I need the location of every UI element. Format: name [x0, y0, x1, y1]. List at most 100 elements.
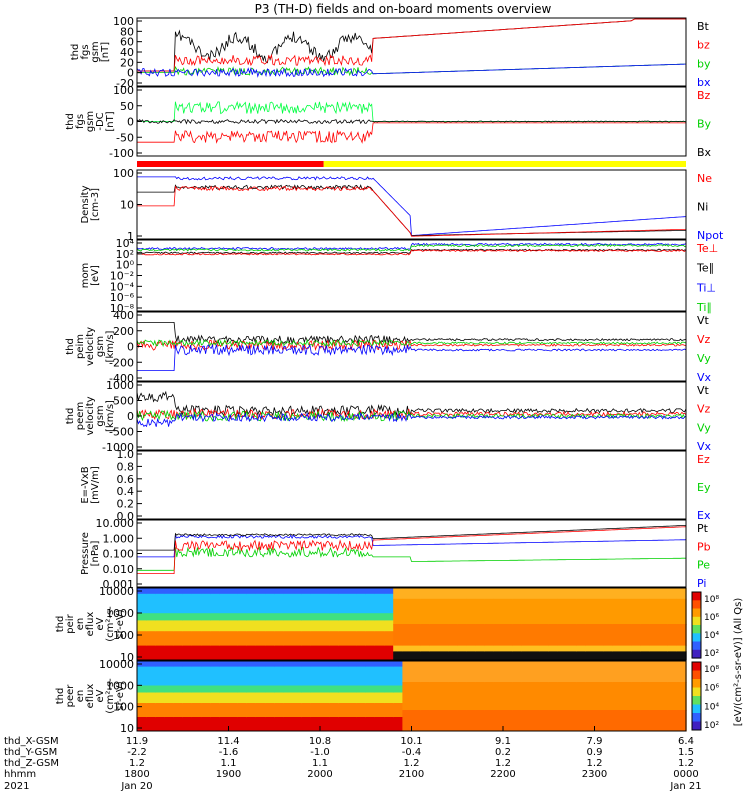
trace-fgs-gsm-1	[137, 18, 686, 72]
legend-peim-velocity-0: Vt	[697, 314, 710, 327]
ylabel-temperature: mom [eV]	[80, 263, 101, 289]
ylabel-line-pressure-0: Pressure	[80, 532, 91, 575]
xaxis-cell-6-date: Jan 21	[669, 781, 701, 792]
legend-density-2: Npot	[697, 229, 724, 242]
ytick-peir-spectrogram-1: 1000	[106, 607, 134, 620]
legend-fgs-gsm-dc-0: Bz	[697, 89, 711, 102]
colorbar-tick-1-3: 10²	[704, 721, 719, 731]
colorbar-tick-0-0: 10⁸	[704, 595, 719, 605]
ylabel-fgs-gsm-dc: thd fgs gsm -DC [nT]	[65, 111, 116, 132]
xaxis-cell-6-z: 1.2	[678, 758, 694, 769]
legend-density-1: Ni	[697, 201, 708, 214]
ytick-temperature-1: 10²	[116, 248, 134, 261]
ytick-vxb-0: 1.0	[117, 448, 135, 461]
ylabel-line-fgs-gsm-2: gsm	[90, 41, 101, 62]
ylabel-peim-velocity: thd peim velocity gsm [km/s]	[65, 327, 116, 366]
ylabel-line-peim-velocity-3: gsm	[95, 336, 106, 357]
ylabel-line-fgs-gsm-dc-4: [nT]	[105, 111, 116, 131]
ytick-peim-velocity-4: -400	[109, 372, 134, 385]
panel-fgs-gsm-dc: 100 50 0 -50 -100 thd fgs gsm -DC [nT] Bz By Bx	[65, 84, 712, 160]
panel-frame-peir-spectrogram	[136, 587, 687, 661]
legend-peim-velocity-3: Vx	[697, 371, 712, 384]
ytick-peim-velocity-1: 200	[113, 325, 134, 338]
legend-peem-velocity-3: Vx	[697, 440, 712, 453]
plot-title: P3 (TH-D) fields and on-board moments ov…	[255, 2, 552, 16]
trace-fgs-gsm-dc-2	[137, 122, 686, 144]
ytick-temperature-6: 10⁻⁸	[110, 302, 135, 315]
trace-temperature-0	[136, 242, 687, 251]
xaxis-cell-2-z: 1.1	[312, 758, 328, 769]
ytick-pressure-0: 10.000	[96, 517, 135, 530]
xaxis-cell-4-z: 1.2	[495, 758, 511, 769]
ylabel-line-peem-velocity-3: gsm	[95, 405, 106, 426]
ytick-peim-velocity-0: 400	[113, 309, 134, 322]
trace-fgs-gsm-dc-0	[137, 100, 686, 122]
ytick-fgs-gsm-dc-4: -100	[109, 147, 134, 160]
xaxis-cell-1-hhmm: 1900	[216, 769, 241, 780]
ylabel-line-peer-spectrogram-2: en	[75, 690, 86, 703]
ylabel-line-peer-spectrogram-3: eflux	[85, 684, 96, 709]
ytick-vxb-5: 0.0	[117, 510, 135, 523]
xaxis-cell-4-hhmm: 2200	[490, 769, 515, 780]
legend-fgs-gsm-0: Bt	[697, 20, 710, 33]
ylabel-line-peir-spectrogram-2: en	[75, 618, 86, 631]
legend-temperature-2: Ti⊥	[696, 281, 716, 294]
xaxis-cell-5-z: 1.2	[587, 758, 603, 769]
ytick-pressure-4: 0.001	[103, 578, 135, 591]
xaxis-cell-6-y: 1.5	[678, 747, 694, 758]
xaxis-rowlabel-2: thd_Z-GSM	[4, 758, 59, 769]
ytick-peir-spectrogram-3: 10	[120, 651, 134, 664]
ytick-peem-velocity-2: 0	[127, 410, 134, 423]
ytick-vxb-4: 0.2	[117, 498, 135, 511]
ylabel-line-pressure-1: [nPa]	[90, 540, 101, 566]
ytick-fgs-gsm-dc-0: 100	[113, 84, 134, 97]
trace-density-1	[137, 184, 686, 237]
xaxis-cell-1-y: -1.6	[219, 747, 239, 758]
xaxis-cell-5-hhmm: 2300	[582, 769, 607, 780]
legend-vxb-1: Ey	[697, 481, 711, 494]
ytick-density-2: 1	[127, 230, 134, 243]
ytick-pressure-2: 0.100	[103, 548, 135, 561]
xaxis-cell-0-y: -2.2	[127, 747, 147, 758]
trace-fgs-gsm-2	[137, 63, 686, 77]
ytick-peim-velocity-3: -200	[109, 356, 134, 369]
trace-temperature-2	[136, 248, 687, 254]
ylabel-line-peer-spectrogram-4: eV	[95, 689, 106, 702]
trace-peem-velocity-0	[136, 390, 687, 417]
ylabel-line-vxb-1: [mV/m]	[90, 466, 101, 504]
ytick-pressure-1: 1.000	[103, 532, 135, 545]
legend-temperature-3: Ti∥	[696, 301, 712, 314]
ylabel-line-fgs-gsm-dc-0: thd	[65, 113, 76, 130]
trace-temperature-3	[136, 249, 687, 256]
ylabel-line-fgs-gsm-dc-2: gsm	[85, 111, 96, 132]
panel-peer-spectrogram: 10000 1000 100 10 thd peer en eflux eV (cm²-s-sr-…	[55, 658, 687, 735]
ylabel-line-peir-spectrogram-1: peir	[65, 613, 76, 633]
legend-fgs-gsm-3: bx	[697, 76, 711, 89]
xaxis-cell-4-y: 0.2	[495, 747, 511, 758]
ylabel-line-fgs-gsm-0: thd	[70, 44, 81, 61]
trace-peem-velocity-1	[136, 407, 687, 421]
ylabel-line-fgs-gsm-1: fgs	[80, 44, 91, 59]
trace-pressure-3	[137, 525, 687, 551]
xaxis-rowlabel-4: 2021	[4, 781, 29, 792]
xaxis-cell-2-x: 10.8	[309, 736, 331, 747]
colorbar-tick-1-2: 10⁴	[704, 702, 719, 712]
ytick-peem-velocity-0: 1000	[106, 379, 134, 392]
panel-density: 100 10 1 Density [cm-3] Ne Ni Npot	[80, 167, 724, 243]
xaxis-cell-1-z: 1.1	[221, 758, 237, 769]
ylabel-line-peir-spectrogram-0: thd	[55, 616, 66, 633]
trace-temperature-1	[136, 244, 687, 252]
ytick-fgs-gsm-dc-3: -50	[116, 131, 134, 144]
legend-peem-velocity-1: Vz	[697, 403, 711, 416]
xaxis-cell-5-y: 0.9	[587, 747, 603, 758]
ytick-temperature-0: 10⁴	[116, 237, 135, 250]
ytick-temperature-2: 10⁰	[116, 259, 135, 272]
xaxis-cell-1-x: 11.4	[217, 736, 239, 747]
panel-frame-peim-velocity	[136, 311, 687, 382]
ylabel-density: Density [cm-3]	[80, 185, 101, 223]
legend-temperature-1: Te∥	[696, 262, 714, 275]
xaxis-rowlabel-0: thd_X-GSM	[4, 736, 59, 747]
ytick-peem-velocity-3: -500	[109, 426, 134, 439]
legend-fgs-gsm-dc-2: Bx	[697, 146, 712, 159]
